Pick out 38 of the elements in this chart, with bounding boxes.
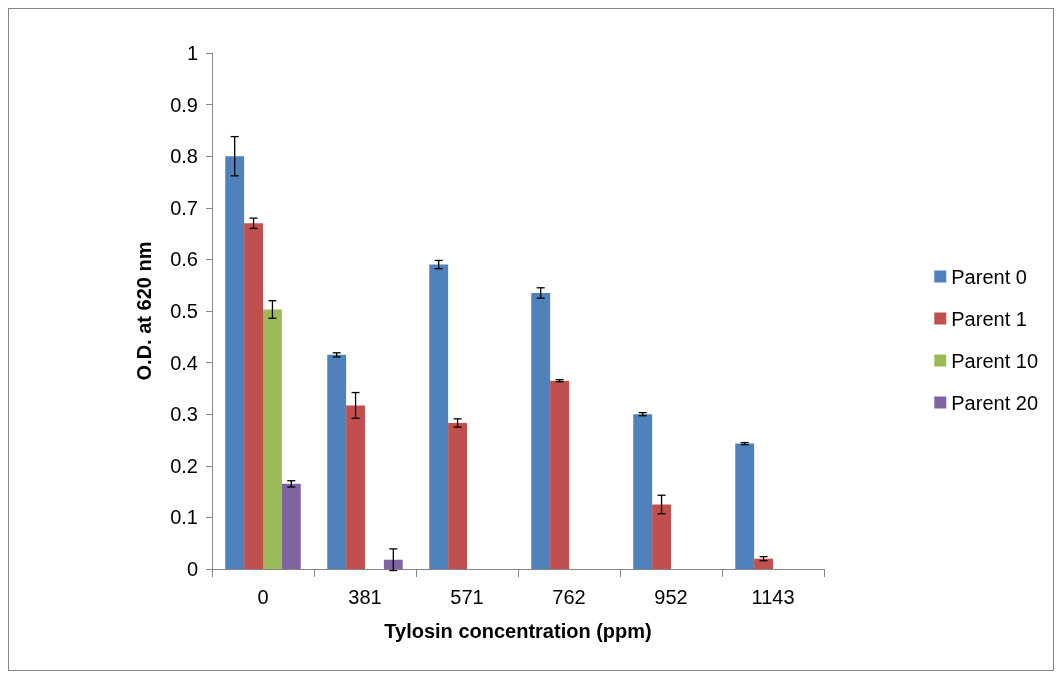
y-tick-label: 0.2 [170,454,198,477]
bar [346,405,365,569]
y-tick-label: 0 [186,558,198,580]
y-tick-label: 0.3 [170,403,198,426]
y-tick-label: 0.7 [170,196,198,219]
y-tick-label: 0.1 [170,506,198,529]
bar [531,292,551,569]
bar [327,354,347,569]
x-axis-title: Tylosin concentration (ppm) [384,620,652,642]
legend-label: Parent 20 [951,391,1039,414]
y-tick-label: 0.5 [170,300,198,322]
y-axis-title: O.D. at 620 nm [133,241,155,381]
y-tick-label: 0.8 [170,145,198,168]
x-tick-label: 381 [348,586,382,608]
y-tick-label: 0.9 [170,93,198,116]
x-tick-label: 952 [654,586,688,608]
bar [429,264,449,569]
bar [652,504,671,569]
bar [735,443,755,569]
bar [550,380,569,569]
x-tick-label: 762 [552,586,586,608]
bar [225,156,245,569]
bar [281,483,301,569]
x-tick-label: 1143 [751,586,795,608]
y-tick-label: 0.4 [170,351,198,374]
bar [244,223,263,569]
bar [633,414,653,569]
y-tick-label: 1 [186,42,198,64]
legend-label: Parent 0 [951,265,1027,288]
legend-label: Parent 10 [951,349,1039,372]
x-tick-label: 571 [450,586,484,608]
x-tick-label: 0 [257,586,269,608]
y-tick-label: 0.6 [170,248,198,271]
bar [263,309,282,569]
bar [383,559,403,569]
bar [754,558,773,569]
bar [448,422,467,569]
legend-label: Parent 1 [951,307,1027,330]
